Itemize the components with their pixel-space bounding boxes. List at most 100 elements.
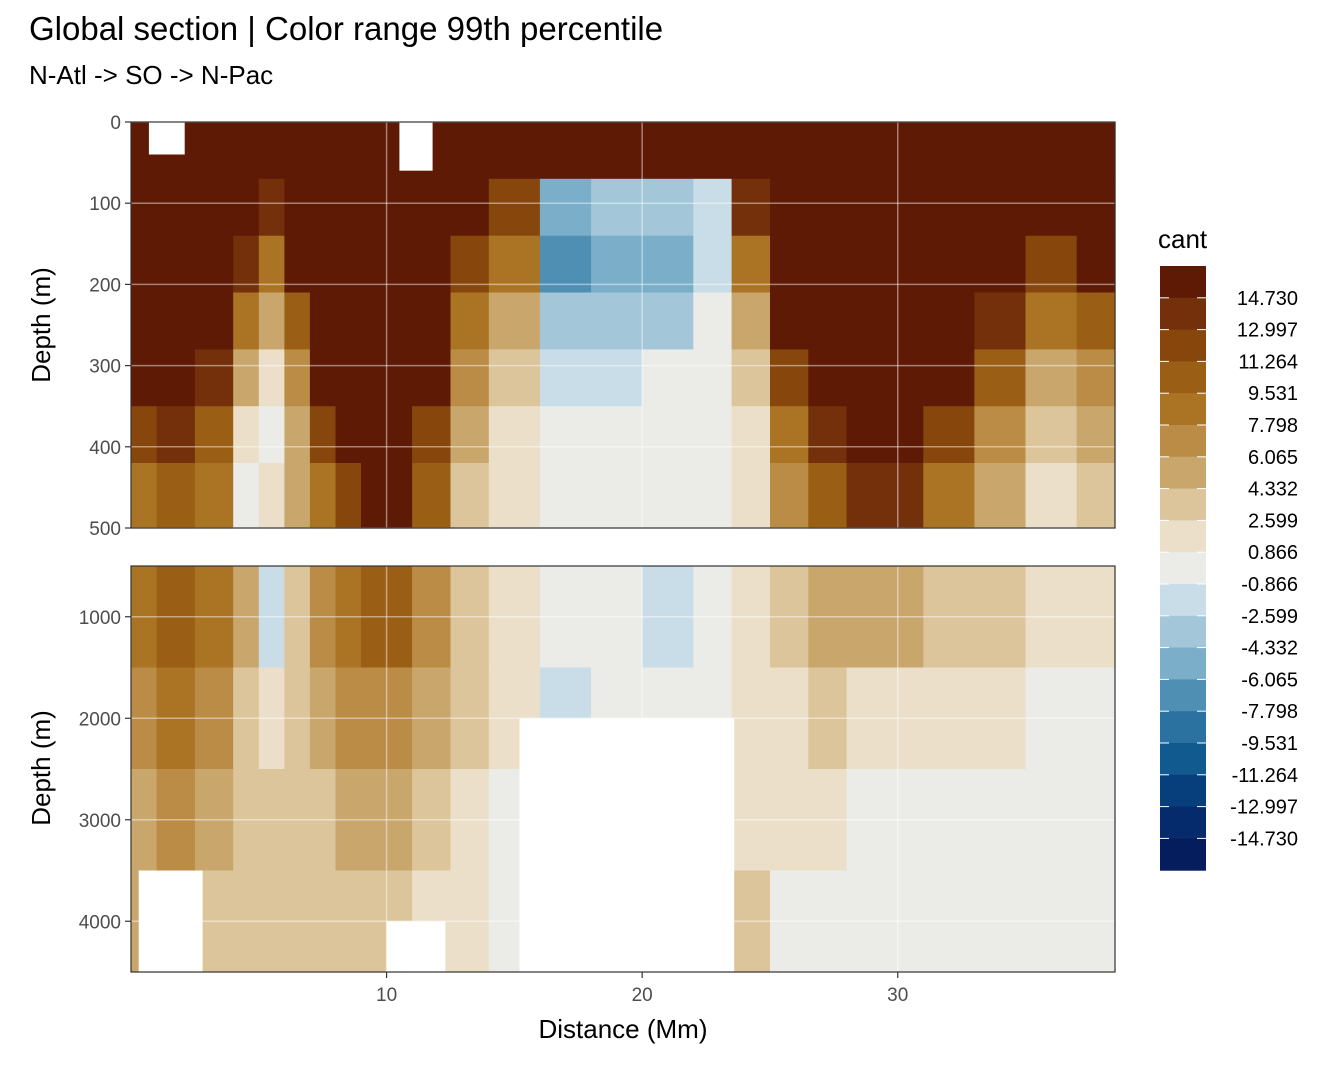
field-cell bbox=[808, 406, 848, 464]
legend-color-step bbox=[1160, 361, 1206, 394]
field-cell bbox=[488, 406, 541, 464]
field-cell bbox=[642, 122, 694, 180]
y-tick-label: 300 bbox=[89, 357, 121, 378]
field-cell bbox=[284, 178, 311, 237]
field-cell bbox=[309, 235, 337, 294]
field-cell bbox=[194, 349, 234, 407]
legend-color-step bbox=[1160, 679, 1206, 712]
panel-upper: 0 100 200 300 400 500 bbox=[89, 113, 1116, 540]
field-cell bbox=[731, 667, 771, 770]
field-cell bbox=[156, 406, 196, 464]
field-cell bbox=[846, 769, 924, 872]
field-cell bbox=[488, 463, 541, 529]
field-cell bbox=[1076, 122, 1116, 180]
field-cell bbox=[539, 406, 592, 464]
legend-label: 9.531 bbox=[1248, 383, 1298, 405]
field-cell bbox=[539, 349, 592, 407]
field-cell bbox=[131, 667, 158, 770]
field-cell bbox=[309, 292, 337, 350]
field-cell bbox=[450, 235, 490, 294]
field-cell bbox=[808, 463, 848, 529]
field-cell bbox=[488, 122, 541, 180]
x-tick-label: 10 bbox=[376, 985, 397, 1006]
field-cell bbox=[233, 769, 260, 872]
field-cell bbox=[284, 769, 311, 872]
field-cell bbox=[258, 566, 285, 669]
field-cell bbox=[731, 870, 771, 973]
field-cell bbox=[233, 349, 260, 407]
field-cell bbox=[846, 870, 924, 973]
field-cell bbox=[591, 235, 643, 294]
field-cell bbox=[1076, 566, 1116, 669]
field-cell bbox=[335, 667, 362, 770]
field-cell bbox=[1025, 566, 1078, 669]
field-cell bbox=[923, 292, 975, 350]
panel-lower: 1000 2000 3000 4000 bbox=[79, 565, 1116, 973]
field-cell bbox=[539, 122, 592, 180]
y-tick-label: 3000 bbox=[79, 811, 121, 832]
field-cell bbox=[488, 178, 541, 237]
field-cell bbox=[591, 566, 643, 669]
field-cell bbox=[258, 178, 285, 237]
legend-title: cant bbox=[1158, 224, 1208, 254]
field-cell bbox=[770, 566, 809, 669]
field-cell bbox=[284, 870, 311, 973]
field-cell bbox=[233, 463, 260, 529]
legend-color-step bbox=[1160, 743, 1206, 776]
field-cell bbox=[335, 122, 362, 180]
legend-label: -14.730 bbox=[1230, 828, 1298, 850]
field-cell bbox=[974, 406, 1027, 464]
field-cell bbox=[1025, 292, 1078, 350]
field-cell bbox=[731, 349, 771, 407]
field-cell bbox=[284, 566, 311, 669]
legend-color-step bbox=[1160, 329, 1206, 362]
field-cell bbox=[808, 769, 848, 872]
field-cell bbox=[591, 349, 643, 407]
field-cell bbox=[361, 349, 413, 407]
field-cell bbox=[194, 122, 234, 180]
field-cell bbox=[450, 769, 490, 872]
field-cell bbox=[923, 667, 975, 770]
field-cell bbox=[194, 769, 234, 872]
legend-label: -6.065 bbox=[1241, 669, 1298, 691]
chart-title: Global section | Color range 99th percen… bbox=[29, 10, 663, 47]
field-cell bbox=[335, 292, 362, 350]
field-cell bbox=[642, 292, 694, 350]
field-cell bbox=[770, 463, 809, 529]
field-cell bbox=[731, 235, 771, 294]
field-cell bbox=[808, 349, 848, 407]
field-cell bbox=[923, 406, 975, 464]
field-cell bbox=[808, 178, 848, 237]
field-cell bbox=[642, 178, 694, 237]
legend-label: 0.866 bbox=[1248, 542, 1298, 564]
field-cell bbox=[1025, 769, 1078, 872]
x-tick-label: 30 bbox=[887, 985, 908, 1006]
field-cell bbox=[974, 566, 1027, 669]
field-cell bbox=[1025, 122, 1078, 180]
field-cell bbox=[693, 349, 733, 407]
legend-label: -7.798 bbox=[1241, 701, 1298, 723]
field-cell bbox=[808, 870, 848, 973]
field-cell bbox=[309, 566, 337, 669]
field-cell bbox=[642, 349, 694, 407]
field-cell bbox=[1025, 667, 1078, 770]
field-cell bbox=[284, 667, 311, 770]
field-cell bbox=[846, 566, 924, 669]
field-cell bbox=[361, 463, 413, 529]
field-cell bbox=[361, 667, 413, 770]
field-cell bbox=[770, 667, 809, 770]
field-cell bbox=[156, 349, 196, 407]
field-cell bbox=[335, 406, 362, 464]
field-cell bbox=[335, 178, 362, 237]
y-tick-label: 0 bbox=[110, 113, 121, 134]
field-cell bbox=[693, 292, 733, 350]
y-tick-label: 1000 bbox=[79, 608, 121, 629]
field-cell bbox=[450, 463, 490, 529]
field-cell bbox=[1076, 406, 1116, 464]
field-cell bbox=[156, 178, 196, 237]
field-cell bbox=[731, 292, 771, 350]
field-cell bbox=[731, 122, 771, 180]
field-cell bbox=[1025, 406, 1078, 464]
field-cell bbox=[846, 292, 924, 350]
